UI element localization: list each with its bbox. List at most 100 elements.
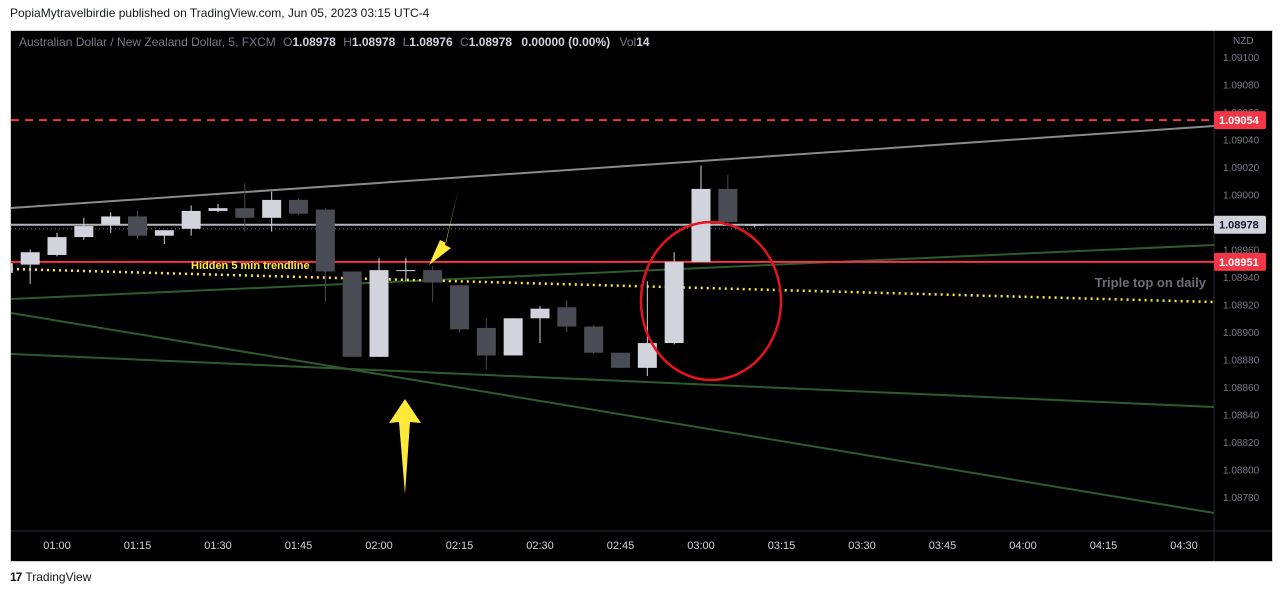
- x-tick-label: 03:45: [929, 540, 957, 552]
- green-trendline-upper[interactable]: [10, 244, 1215, 300]
- candle[interactable]: [208, 204, 228, 213]
- candle[interactable]: [718, 175, 738, 225]
- y-tick-label: 1.08780: [1223, 493, 1260, 504]
- candle[interactable]: [396, 257, 416, 282]
- triple-top-circle[interactable]: [639, 220, 783, 382]
- candle-body: [503, 318, 523, 356]
- legend-open-value: 1.08978: [292, 35, 336, 49]
- candle-body: [20, 252, 40, 265]
- candle[interactable]: [262, 191, 282, 232]
- candle-body: [154, 230, 174, 236]
- legend-change: 0.00000 (0.00%): [521, 35, 610, 49]
- candle-body: [584, 326, 604, 353]
- candle-body: [530, 308, 550, 319]
- candle[interactable]: [557, 300, 577, 333]
- legend-high-label: H: [343, 35, 352, 49]
- footer: 17 TradingView: [10, 570, 91, 584]
- legend-close-value: 1.08978: [469, 35, 513, 49]
- y-tick-label: 1.08800: [1223, 466, 1260, 477]
- price-label-box: [1214, 111, 1266, 130]
- candle[interactable]: [289, 198, 308, 216]
- legend-close-label: C: [460, 35, 469, 49]
- y-tick-label: 1.08840: [1223, 411, 1260, 422]
- y-tick-label: 1.09100: [1223, 53, 1260, 64]
- candle-body: [101, 216, 121, 225]
- x-tick-label: 02:00: [365, 540, 393, 552]
- candle[interactable]: [315, 208, 335, 302]
- candle-body: [611, 352, 630, 368]
- candle-body: [262, 199, 282, 218]
- candle-body: [396, 270, 416, 272]
- x-tick-label: 01:30: [204, 540, 232, 552]
- x-tick-label: 04:30: [1170, 540, 1198, 552]
- candle[interactable]: [369, 257, 389, 357]
- green-trendline-middle[interactable]: [10, 353, 1215, 408]
- candle-body: [342, 271, 362, 357]
- x-tick-label: 01:00: [43, 540, 71, 552]
- x-tick-label: 03:30: [848, 540, 876, 552]
- chart-frame[interactable]: 1.091001.090801.090601.090401.090201.090…: [0, 30, 1273, 562]
- candle-body: [718, 188, 738, 222]
- candle-body: [637, 343, 657, 368]
- y-tick-label: 1.08900: [1223, 328, 1260, 339]
- candle[interactable]: [530, 305, 550, 344]
- candle[interactable]: [128, 210, 147, 239]
- candle-body: [315, 209, 335, 272]
- triple-top-label: Triple top on daily: [1095, 275, 1207, 290]
- price-label: 1.09054: [1219, 115, 1260, 127]
- x-tick-label: 04:00: [1009, 540, 1037, 552]
- green-trendline-lower[interactable]: [10, 312, 1215, 514]
- y-tick-label: 1.08820: [1223, 438, 1260, 449]
- legend-symbol: Australian Dollar / New Zealand Dollar, …: [19, 35, 276, 49]
- legend-vol-label: Vol: [620, 35, 637, 49]
- candle-body: [47, 237, 67, 255]
- y-tick-label: 1.09040: [1223, 135, 1260, 146]
- candle[interactable]: [691, 165, 711, 262]
- candle-body: [745, 224, 765, 226]
- candle[interactable]: [476, 318, 496, 370]
- tradingview-logo-icon[interactable]: 17: [10, 570, 22, 584]
- candlestick-chart[interactable]: 1.091001.090801.090601.090401.090201.090…: [0, 31, 1272, 561]
- candle[interactable]: [745, 224, 765, 228]
- candle-body: [181, 210, 201, 229]
- candle-body: [128, 216, 147, 236]
- candle[interactable]: [664, 252, 684, 345]
- hidden-trendline[interactable]: [10, 267, 1215, 304]
- candle[interactable]: [74, 217, 94, 240]
- candle[interactable]: [235, 183, 255, 232]
- candle[interactable]: [47, 232, 67, 257]
- candle-body: [235, 208, 255, 218]
- hidden-trendline-label: Hidden 5 min trendline: [191, 260, 310, 272]
- x-tick-label: 02:30: [526, 540, 554, 552]
- price-label: 1.08951: [1219, 257, 1259, 269]
- arrow-up-icon[interactable]: [389, 399, 421, 494]
- candle[interactable]: [423, 265, 443, 302]
- legend-open-label: O: [283, 35, 292, 49]
- y-tick-label: 1.09000: [1223, 190, 1260, 201]
- candle[interactable]: [503, 318, 523, 356]
- gray-trendline[interactable]: [10, 125, 1215, 209]
- y-tick-label: 1.08880: [1223, 356, 1260, 367]
- candle-body: [450, 285, 469, 330]
- x-tick-label: 04:15: [1090, 540, 1118, 552]
- candle[interactable]: [181, 205, 201, 236]
- footer-brand[interactable]: TradingView: [25, 570, 92, 584]
- published-caption: PopiaMytravelbirdie published on Trading…: [10, 6, 430, 20]
- candle-body: [369, 270, 389, 357]
- candle[interactable]: [342, 271, 362, 357]
- candle[interactable]: [611, 352, 630, 368]
- candle[interactable]: [584, 325, 604, 355]
- candle[interactable]: [154, 230, 174, 244]
- legend-vol-value: 14: [636, 35, 650, 49]
- candle[interactable]: [450, 285, 469, 333]
- candle[interactable]: [101, 212, 121, 233]
- plot-area[interactable]: [11, 31, 1214, 531]
- candle[interactable]: [20, 249, 40, 284]
- y-tick-label: 1.08920: [1223, 301, 1260, 312]
- candle[interactable]: [637, 281, 657, 377]
- y-tick-label: 1.08940: [1223, 273, 1260, 284]
- candle-body: [476, 327, 496, 356]
- candle-body: [691, 188, 711, 262]
- svg-text:Australian Dollar / New Zealan: Australian Dollar / New Zealand Dollar, …: [19, 35, 650, 49]
- arrow-down-icon[interactable]: [429, 187, 459, 265]
